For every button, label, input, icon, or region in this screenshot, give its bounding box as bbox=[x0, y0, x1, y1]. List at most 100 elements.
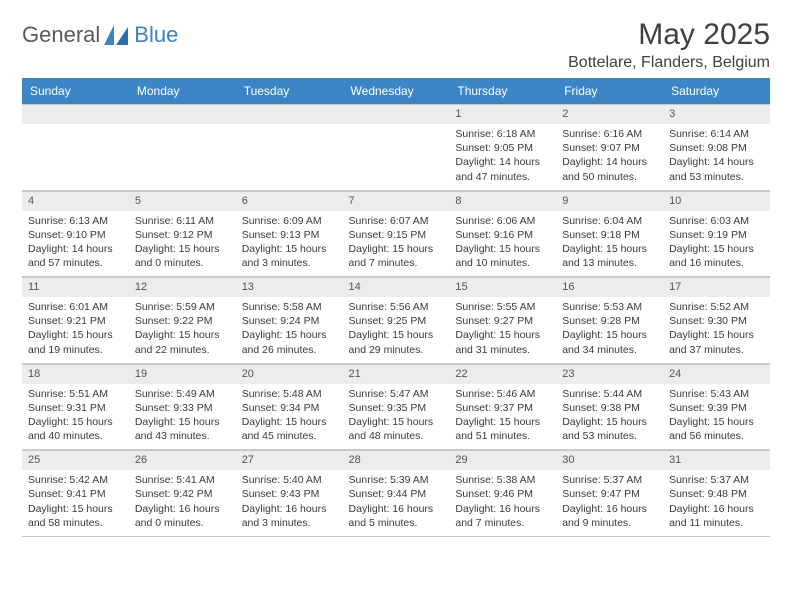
sunrise-line: Sunrise: 5:39 AM bbox=[349, 473, 444, 487]
day-number: 21 bbox=[343, 364, 450, 384]
sunrise-line: Sunrise: 5:49 AM bbox=[135, 387, 230, 401]
month-title: May 2025 bbox=[568, 18, 770, 52]
day-body: Sunrise: 5:43 AMSunset: 9:39 PMDaylight:… bbox=[663, 384, 770, 450]
sunrise-line: Sunrise: 5:42 AM bbox=[28, 473, 123, 487]
day-body: Sunrise: 6:16 AMSunset: 9:07 PMDaylight:… bbox=[556, 124, 663, 190]
sunrise-line: Sunrise: 5:38 AM bbox=[455, 473, 550, 487]
calendar-day-cell: 14Sunrise: 5:56 AMSunset: 9:25 PMDayligh… bbox=[343, 277, 450, 364]
day-body: Sunrise: 6:18 AMSunset: 9:05 PMDaylight:… bbox=[449, 124, 556, 190]
sunrise-line: Sunrise: 5:58 AM bbox=[242, 300, 337, 314]
daylight-line: Daylight: 15 hours and 7 minutes. bbox=[349, 242, 444, 270]
sunrise-line: Sunrise: 6:09 AM bbox=[242, 214, 337, 228]
day-body: Sunrise: 6:06 AMSunset: 9:16 PMDaylight:… bbox=[449, 211, 556, 277]
daylight-line: Daylight: 16 hours and 0 minutes. bbox=[135, 502, 230, 530]
calendar-week-row: 1Sunrise: 6:18 AMSunset: 9:05 PMDaylight… bbox=[22, 104, 770, 190]
daylight-line: Daylight: 15 hours and 3 minutes. bbox=[242, 242, 337, 270]
day-body: Sunrise: 5:44 AMSunset: 9:38 PMDaylight:… bbox=[556, 384, 663, 450]
day-number: 19 bbox=[129, 364, 236, 384]
day-number: 15 bbox=[449, 277, 556, 297]
daylight-line: Daylight: 15 hours and 16 minutes. bbox=[669, 242, 764, 270]
calendar-day-cell: 28Sunrise: 5:39 AMSunset: 9:44 PMDayligh… bbox=[343, 450, 450, 537]
calendar-week-row: 25Sunrise: 5:42 AMSunset: 9:41 PMDayligh… bbox=[22, 450, 770, 537]
sunset-line: Sunset: 9:47 PM bbox=[562, 487, 657, 501]
sunset-line: Sunset: 9:19 PM bbox=[669, 228, 764, 242]
calendar-day-cell: 20Sunrise: 5:48 AMSunset: 9:34 PMDayligh… bbox=[236, 363, 343, 450]
brand-sail-icon bbox=[104, 25, 130, 45]
day-body: Sunrise: 5:49 AMSunset: 9:33 PMDaylight:… bbox=[129, 384, 236, 450]
calendar-day-cell: 12Sunrise: 5:59 AMSunset: 9:22 PMDayligh… bbox=[129, 277, 236, 364]
calendar-day-cell: 17Sunrise: 5:52 AMSunset: 9:30 PMDayligh… bbox=[663, 277, 770, 364]
calendar-day-cell: 9Sunrise: 6:04 AMSunset: 9:18 PMDaylight… bbox=[556, 190, 663, 277]
day-body: Sunrise: 5:47 AMSunset: 9:35 PMDaylight:… bbox=[343, 384, 450, 450]
calendar-day-cell: 30Sunrise: 5:37 AMSunset: 9:47 PMDayligh… bbox=[556, 450, 663, 537]
day-number: 8 bbox=[449, 191, 556, 211]
day-number: 12 bbox=[129, 277, 236, 297]
day-number bbox=[236, 104, 343, 124]
sunset-line: Sunset: 9:46 PM bbox=[455, 487, 550, 501]
day-body: Sunrise: 5:39 AMSunset: 9:44 PMDaylight:… bbox=[343, 470, 450, 536]
day-body: Sunrise: 6:09 AMSunset: 9:13 PMDaylight:… bbox=[236, 211, 343, 277]
daylight-line: Daylight: 15 hours and 37 minutes. bbox=[669, 328, 764, 356]
day-number: 3 bbox=[663, 104, 770, 124]
calendar-day-cell: 26Sunrise: 5:41 AMSunset: 9:42 PMDayligh… bbox=[129, 450, 236, 537]
day-number: 20 bbox=[236, 364, 343, 384]
calendar-day-cell: 10Sunrise: 6:03 AMSunset: 9:19 PMDayligh… bbox=[663, 190, 770, 277]
weekday-header: Wednesday bbox=[343, 78, 450, 104]
daylight-line: Daylight: 15 hours and 22 minutes. bbox=[135, 328, 230, 356]
day-number: 9 bbox=[556, 191, 663, 211]
sunset-line: Sunset: 9:28 PM bbox=[562, 314, 657, 328]
sunset-line: Sunset: 9:27 PM bbox=[455, 314, 550, 328]
calendar-day-cell: 21Sunrise: 5:47 AMSunset: 9:35 PMDayligh… bbox=[343, 363, 450, 450]
sunrise-line: Sunrise: 5:56 AM bbox=[349, 300, 444, 314]
location-text: Bottelare, Flanders, Belgium bbox=[568, 54, 770, 72]
day-number: 26 bbox=[129, 450, 236, 470]
day-body: Sunrise: 6:14 AMSunset: 9:08 PMDaylight:… bbox=[663, 124, 770, 190]
day-body: Sunrise: 5:41 AMSunset: 9:42 PMDaylight:… bbox=[129, 470, 236, 536]
sunset-line: Sunset: 9:38 PM bbox=[562, 401, 657, 415]
calendar-header: SundayMondayTuesdayWednesdayThursdayFrid… bbox=[22, 78, 770, 104]
sunrise-line: Sunrise: 5:37 AM bbox=[562, 473, 657, 487]
calendar-day-cell: 23Sunrise: 5:44 AMSunset: 9:38 PMDayligh… bbox=[556, 363, 663, 450]
day-body: Sunrise: 5:55 AMSunset: 9:27 PMDaylight:… bbox=[449, 297, 556, 363]
day-number: 13 bbox=[236, 277, 343, 297]
daylight-line: Daylight: 15 hours and 0 minutes. bbox=[135, 242, 230, 270]
daylight-line: Daylight: 15 hours and 19 minutes. bbox=[28, 328, 123, 356]
calendar-day-cell: 16Sunrise: 5:53 AMSunset: 9:28 PMDayligh… bbox=[556, 277, 663, 364]
day-number: 17 bbox=[663, 277, 770, 297]
calendar-day-cell: 1Sunrise: 6:18 AMSunset: 9:05 PMDaylight… bbox=[449, 104, 556, 190]
sunrise-line: Sunrise: 6:14 AM bbox=[669, 127, 764, 141]
sunset-line: Sunset: 9:10 PM bbox=[28, 228, 123, 242]
daylight-line: Daylight: 15 hours and 29 minutes. bbox=[349, 328, 444, 356]
weekday-header: Monday bbox=[129, 78, 236, 104]
day-number: 18 bbox=[22, 364, 129, 384]
sunrise-line: Sunrise: 6:11 AM bbox=[135, 214, 230, 228]
calendar-day-cell: 19Sunrise: 5:49 AMSunset: 9:33 PMDayligh… bbox=[129, 363, 236, 450]
sunset-line: Sunset: 9:15 PM bbox=[349, 228, 444, 242]
sunset-line: Sunset: 9:34 PM bbox=[242, 401, 337, 415]
day-body: Sunrise: 6:01 AMSunset: 9:21 PMDaylight:… bbox=[22, 297, 129, 363]
sunset-line: Sunset: 9:08 PM bbox=[669, 141, 764, 155]
sunrise-line: Sunrise: 5:37 AM bbox=[669, 473, 764, 487]
sunset-line: Sunset: 9:44 PM bbox=[349, 487, 444, 501]
day-number bbox=[129, 104, 236, 124]
day-number: 31 bbox=[663, 450, 770, 470]
daylight-line: Daylight: 14 hours and 53 minutes. bbox=[669, 155, 764, 183]
day-number: 25 bbox=[22, 450, 129, 470]
sunset-line: Sunset: 9:31 PM bbox=[28, 401, 123, 415]
daylight-line: Daylight: 15 hours and 34 minutes. bbox=[562, 328, 657, 356]
sunrise-line: Sunrise: 5:41 AM bbox=[135, 473, 230, 487]
calendar-body: 1Sunrise: 6:18 AMSunset: 9:05 PMDaylight… bbox=[22, 104, 770, 536]
sunset-line: Sunset: 9:07 PM bbox=[562, 141, 657, 155]
calendar-day-cell: 2Sunrise: 6:16 AMSunset: 9:07 PMDaylight… bbox=[556, 104, 663, 190]
sunset-line: Sunset: 9:12 PM bbox=[135, 228, 230, 242]
day-number: 7 bbox=[343, 191, 450, 211]
day-number: 2 bbox=[556, 104, 663, 124]
sunrise-line: Sunrise: 5:53 AM bbox=[562, 300, 657, 314]
weekday-header: Sunday bbox=[22, 78, 129, 104]
calendar-day-cell: 6Sunrise: 6:09 AMSunset: 9:13 PMDaylight… bbox=[236, 190, 343, 277]
day-number: 14 bbox=[343, 277, 450, 297]
calendar-day-cell: 4Sunrise: 6:13 AMSunset: 9:10 PMDaylight… bbox=[22, 190, 129, 277]
day-body: Sunrise: 6:07 AMSunset: 9:15 PMDaylight:… bbox=[343, 211, 450, 277]
sunset-line: Sunset: 9:18 PM bbox=[562, 228, 657, 242]
calendar-table: SundayMondayTuesdayWednesdayThursdayFrid… bbox=[22, 78, 770, 537]
